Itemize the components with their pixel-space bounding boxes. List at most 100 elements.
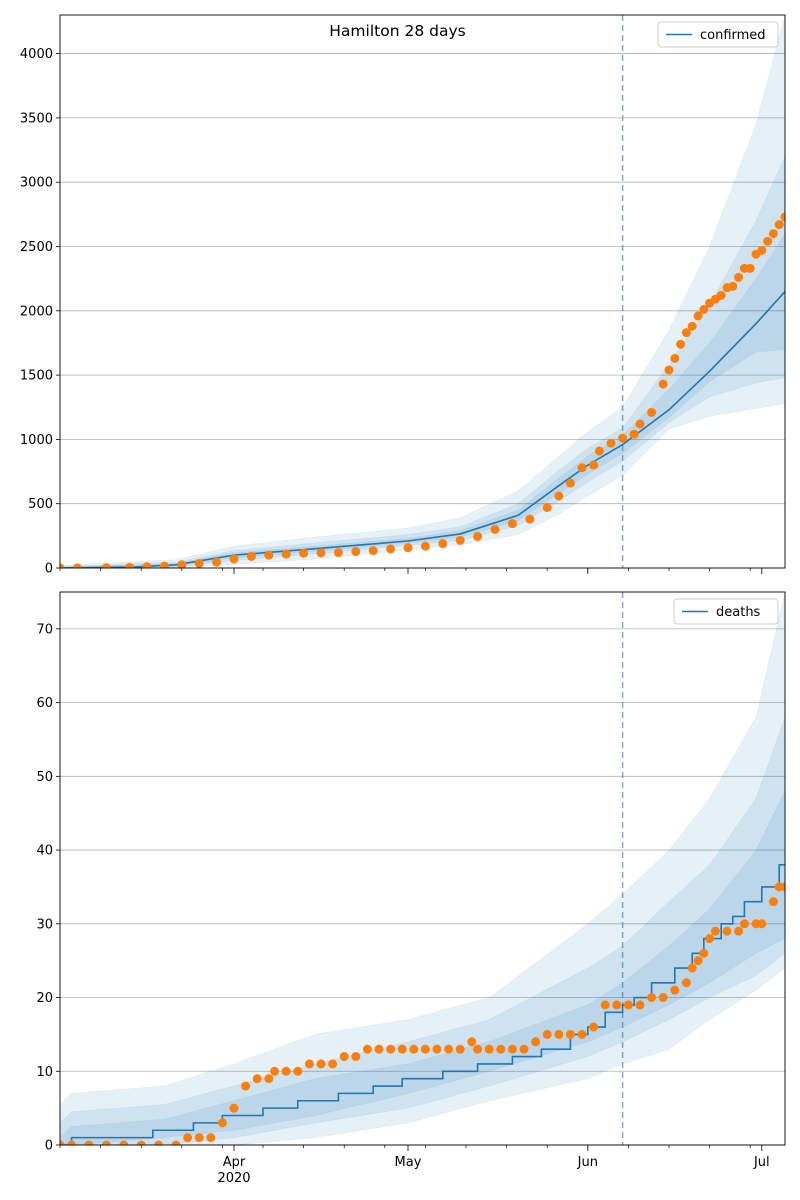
legend-box	[673, 598, 779, 625]
y-tick-label: 50	[36, 770, 53, 785]
y-tick-label: 20	[36, 991, 53, 1006]
observed-point	[397, 1044, 407, 1054]
observed-point	[484, 1044, 494, 1054]
observed-point	[554, 1029, 564, 1039]
observed-point	[246, 551, 256, 561]
observed-point	[496, 1044, 506, 1054]
observed-point	[403, 543, 413, 553]
y-tick-label: 500	[28, 497, 53, 512]
observed-point	[183, 1133, 193, 1143]
x-tick-label: Jun	[577, 1155, 598, 1170]
x-tick-label: Apr	[223, 1155, 246, 1170]
observed-point	[194, 558, 204, 568]
y-tick-label: 3500	[20, 111, 53, 126]
observed-point	[565, 1029, 575, 1039]
observed-point	[420, 541, 430, 551]
observed-point	[618, 433, 628, 443]
observed-point	[84, 1140, 94, 1145]
observed-point	[264, 550, 274, 560]
observed-point	[264, 1074, 274, 1084]
observed-point	[217, 1118, 227, 1128]
observed-point	[142, 562, 152, 568]
observed-point	[699, 305, 709, 315]
observed-point	[647, 407, 657, 417]
observed-point	[101, 1140, 111, 1145]
observed-point	[293, 1066, 303, 1076]
observed-point	[420, 1044, 430, 1054]
observed-point	[594, 446, 604, 456]
observed-point	[125, 562, 135, 568]
observed-point	[316, 548, 326, 558]
observed-point	[780, 212, 785, 222]
observed-point	[229, 1103, 239, 1113]
y-tick-label: 10	[36, 1065, 53, 1080]
observed-point	[473, 1044, 483, 1054]
legend-box	[657, 21, 779, 48]
x-tick-year-label: 2020	[217, 1171, 250, 1186]
legend-label: confirmed	[700, 28, 766, 43]
observed-point	[722, 926, 732, 936]
observed-point	[386, 1044, 396, 1054]
observed-point	[339, 1052, 349, 1062]
observed-point	[670, 985, 680, 995]
observed-point	[60, 563, 65, 568]
observed-point	[368, 546, 378, 556]
y-tick-label: 3000	[20, 176, 53, 191]
observed-point	[455, 535, 465, 545]
y-tick-label: 2500	[20, 240, 53, 255]
observed-point	[177, 560, 187, 568]
observed-point	[455, 1044, 465, 1054]
y-tick-label: 40	[36, 844, 53, 859]
observed-point	[206, 1133, 216, 1143]
observed-point	[386, 544, 396, 554]
axes-frame	[59, 591, 786, 1146]
y-tick-label: 0	[45, 1139, 53, 1154]
observed-point	[67, 1140, 77, 1145]
observed-point	[304, 1059, 314, 1069]
observed-point	[507, 1044, 517, 1054]
y-tick-label: 70	[36, 622, 53, 637]
x-tick-label: Jul	[753, 1155, 770, 1170]
observed-point	[623, 1000, 633, 1010]
observed-point	[647, 993, 657, 1003]
observed-point	[629, 429, 639, 439]
observed-point	[270, 1066, 280, 1076]
chart-panel-1: 0 500 1000 1500 2000 2500 3000 3500 4000 Hamilton…	[20, 14, 786, 577]
observed-point	[490, 524, 500, 534]
observed-point	[676, 339, 686, 349]
uncertainty-band-outer	[60, 15, 785, 568]
plot-area	[60, 592, 785, 1145]
observed-point	[687, 963, 697, 973]
series-line-deaths	[60, 864, 785, 1145]
observed-point	[409, 1044, 419, 1054]
uncertainty-band-inner	[60, 790, 785, 1145]
chart-title: Hamilton 28 days	[329, 22, 465, 40]
observed-point	[780, 882, 785, 892]
observed-point	[705, 934, 715, 944]
observed-point	[328, 1059, 338, 1069]
uncertainty-band-middle	[60, 156, 785, 568]
y-tick-label: 60	[36, 696, 53, 711]
observed-point	[60, 1140, 65, 1145]
observed-point	[72, 563, 82, 568]
observed-point	[444, 1044, 454, 1054]
observed-point	[635, 1000, 645, 1010]
observed-point	[757, 919, 767, 929]
observed-point	[635, 419, 645, 429]
observed-point	[519, 1044, 529, 1054]
observed-point	[774, 220, 784, 230]
observed-point	[734, 272, 744, 282]
observed-point	[299, 548, 309, 558]
observed-point	[252, 1074, 262, 1084]
observed-point	[333, 548, 343, 558]
observed-point	[159, 561, 169, 568]
observed-point	[565, 478, 575, 488]
legend: confirmed	[657, 21, 779, 48]
observed-point	[473, 531, 483, 541]
observed-point	[467, 1037, 477, 1047]
observed-point	[681, 978, 691, 988]
observed-point	[432, 1044, 442, 1054]
y-tick-label: 1000	[20, 433, 53, 448]
